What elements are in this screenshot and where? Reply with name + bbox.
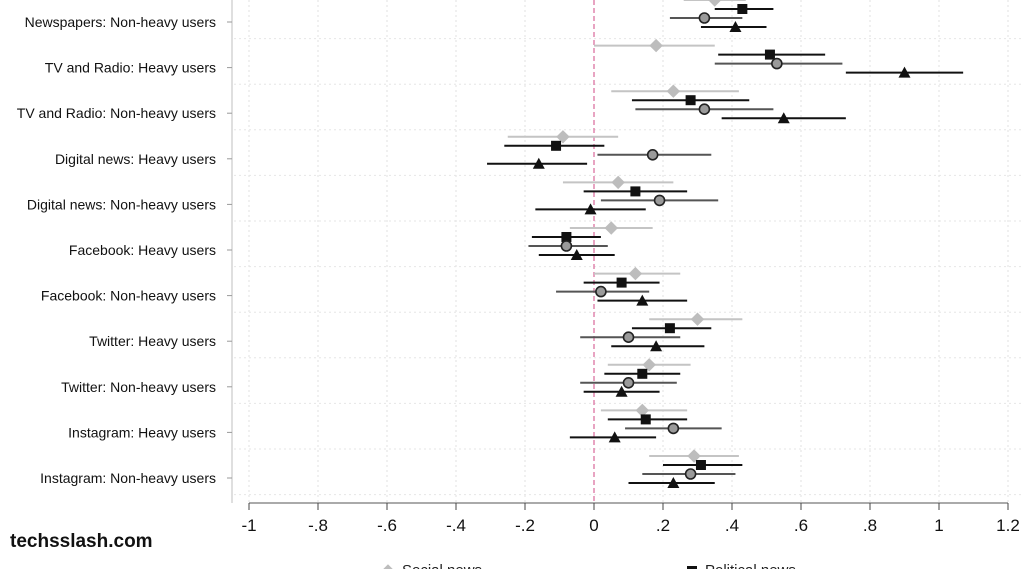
diamond-marker	[690, 312, 705, 326]
x-tick-label: -.4	[446, 516, 466, 535]
x-tick-label: -.6	[377, 516, 397, 535]
grid-lines	[234, 0, 1024, 503]
square-marker	[561, 232, 572, 242]
square-marker	[687, 566, 697, 569]
square-marker	[616, 277, 627, 288]
x-tick-label: 1	[934, 516, 943, 535]
circle-marker	[684, 468, 697, 480]
circle-marker	[646, 149, 659, 161]
diamond-marker	[556, 130, 570, 144]
x-tick-label: -1	[241, 516, 256, 535]
diamond-marker	[628, 266, 643, 281]
diamond-marker	[611, 175, 625, 190]
triangle-marker	[636, 294, 649, 306]
x-tick-label: .6	[794, 516, 808, 535]
diamond-marker	[708, 0, 722, 7]
square-marker	[640, 414, 651, 425]
triangle-marker	[615, 385, 628, 397]
x-tick-label: 0	[589, 516, 598, 535]
x-tick-label: 1.2	[996, 516, 1020, 535]
category-label: Digital news: Heavy users	[55, 151, 216, 167]
category-label: Newspapers: Non-heavy users	[25, 14, 216, 30]
triangle-marker	[584, 203, 597, 215]
square-marker	[737, 4, 748, 14]
category-label: Facebook: Heavy users	[69, 242, 216, 258]
diamond-marker	[649, 38, 663, 53]
series-square	[504, 4, 826, 470]
circle-marker	[595, 285, 607, 298]
triangle-marker	[898, 66, 911, 78]
circle-marker	[622, 376, 635, 389]
circle-marker	[698, 12, 711, 24]
triangle-marker	[729, 21, 742, 32]
square-marker	[637, 368, 648, 379]
x-tick-label: -.2	[515, 516, 535, 535]
triangle-marker	[777, 112, 790, 124]
category-label: TV and Radio: Non-heavy users	[17, 105, 216, 121]
diamond-marker	[687, 449, 701, 463]
triangle-marker	[650, 340, 663, 352]
x-tick-label: .8	[863, 516, 877, 535]
square-marker	[764, 49, 775, 60]
triangle-marker	[667, 477, 680, 488]
circle-marker	[667, 422, 680, 435]
square-marker	[664, 323, 675, 334]
watermark-text: techsslash.com	[10, 531, 153, 552]
square-marker	[551, 140, 562, 151]
category-label: Twitter: Non-heavy users	[61, 379, 216, 395]
category-label: Instagram: Non-heavy users	[40, 470, 216, 486]
circle-marker	[653, 194, 666, 207]
triangle-marker	[570, 249, 583, 260]
square-marker	[630, 186, 641, 197]
series-marks	[487, 0, 964, 488]
circle-marker	[698, 103, 711, 115]
category-label: Digital news: Non-heavy users	[27, 196, 216, 212]
x-axis-ticks: -1 -.8 -.6 -.4 -.2 0 .2 .4 .6 .8 1 1.2	[227, 21, 1020, 535]
series-circle	[528, 12, 843, 480]
series-triangle	[487, 21, 964, 488]
series-diamond	[507, 0, 746, 463]
circle-marker	[622, 331, 635, 344]
circle-marker	[560, 240, 573, 252]
x-tick-label: -.8	[308, 516, 328, 535]
diamond-marker	[604, 221, 618, 235]
legend-label-social: Social news	[402, 562, 482, 569]
category-label: Facebook: Non-heavy users	[41, 288, 216, 304]
x-tick-label: .2	[656, 516, 670, 535]
category-labels: Newspapers: Non-heavy users TV and Radio:…	[17, 14, 216, 486]
category-label: TV and Radio: Heavy users	[45, 60, 216, 76]
x-tick-label: .4	[725, 516, 739, 535]
diamond-marker	[383, 564, 393, 569]
diamond-marker	[666, 84, 681, 98]
square-marker	[695, 460, 706, 470]
category-label: Twitter: Heavy users	[89, 333, 216, 349]
diamond-marker	[642, 358, 656, 372]
legend-label-political: Political news	[705, 562, 796, 569]
legend: Social news Political news	[383, 562, 796, 569]
circle-marker	[771, 57, 783, 70]
triangle-marker	[532, 157, 545, 169]
square-marker	[685, 95, 696, 106]
triangle-marker	[608, 431, 621, 443]
category-label: Instagram: Heavy users	[68, 424, 216, 440]
